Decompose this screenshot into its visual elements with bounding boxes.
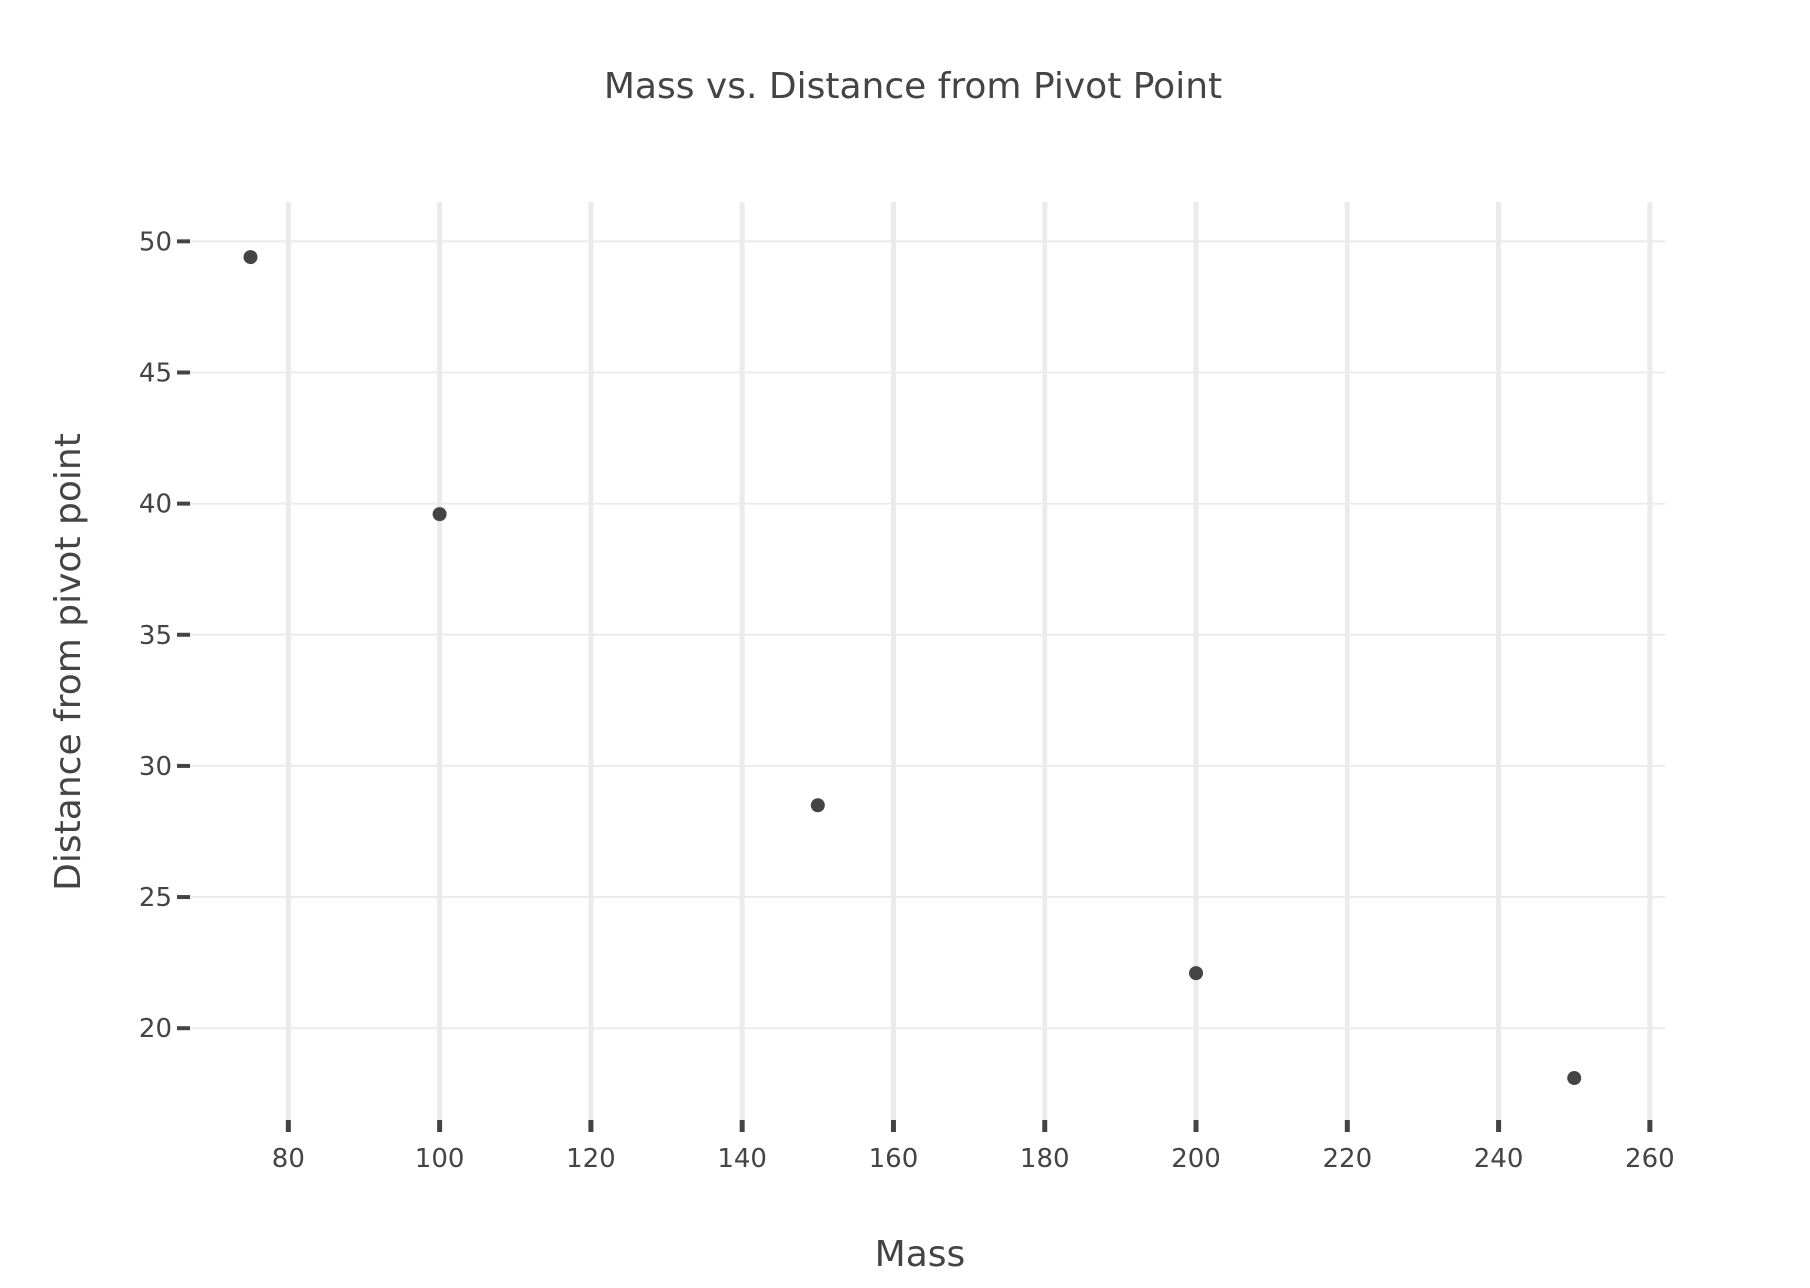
y-axis-title: Distance from pivot point [48,433,89,891]
y-tick-label: 40 [139,490,172,520]
data-point [1567,1071,1582,1086]
grid-lines [190,202,1665,1120]
x-axis-title: Mass [875,1234,966,1275]
x-tick-label: 180 [1020,1144,1070,1174]
x-tick-label: 240 [1474,1144,1524,1174]
chart-title: Mass vs. Distance from Pivot Point [604,66,1222,107]
x-tick-label: 220 [1322,1144,1372,1174]
x-tick-label: 160 [869,1144,919,1174]
y-tick-label: 35 [139,621,172,651]
x-tick-label: 140 [717,1144,767,1174]
data-points [243,250,1582,1086]
y-tick-label: 30 [139,752,172,782]
y-tick-label: 20 [139,1014,172,1044]
tick-labels: 20 25 30 35 40 45 50 80 100 120 140 160 180 200 220 240… [139,227,1675,1174]
x-tick-label: 80 [272,1144,305,1174]
x-tick-label: 100 [415,1144,465,1174]
x-tick-label: 260 [1625,1144,1675,1174]
data-point [1189,966,1204,981]
data-point [243,250,258,265]
y-tick-label: 45 [139,358,172,388]
y-tick-label: 50 [139,227,172,257]
x-tick-label: 120 [566,1144,616,1174]
axis-ticks [177,239,1653,1132]
data-point [810,798,825,813]
data-point [432,507,447,522]
x-tick-label: 200 [1171,1144,1221,1174]
y-tick-label: 25 [139,883,172,913]
